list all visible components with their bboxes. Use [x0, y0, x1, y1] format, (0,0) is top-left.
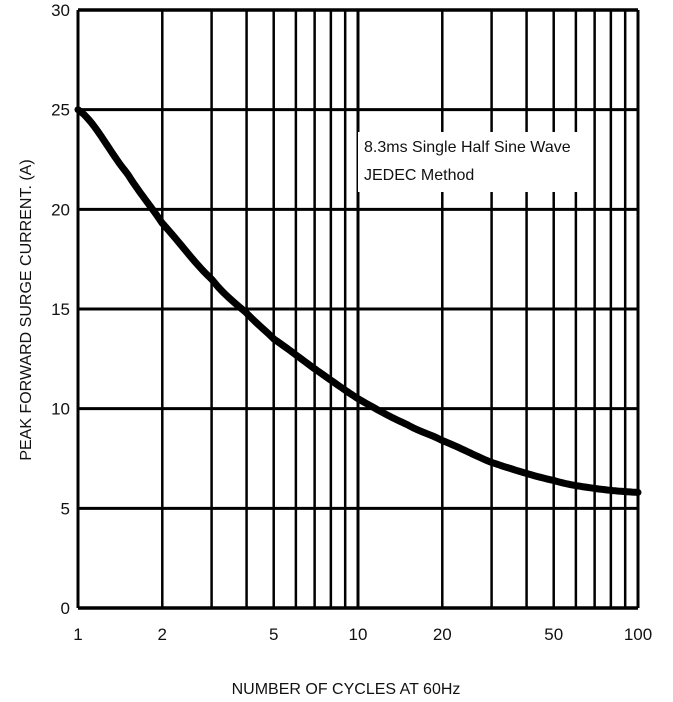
y-axis-title: PEAK FORWARD SURGE CURRENT. (A)	[18, 159, 35, 460]
y-tick-label: 25	[51, 101, 70, 120]
x-tick-label: 5	[269, 625, 278, 644]
annotation-line-1: 8.3ms Single Half Sine Wave	[364, 139, 571, 156]
x-tick-label: 50	[544, 625, 563, 644]
y-tick-label: 15	[51, 300, 70, 319]
y-tick-label: 0	[61, 599, 70, 618]
y-tick-label: 10	[51, 400, 70, 419]
annotation-background	[358, 132, 578, 192]
x-tick-label: 20	[433, 625, 452, 644]
grid	[76, 8, 640, 610]
annotation-box: 8.3ms Single Half Sine Wave JEDEC Method	[358, 132, 578, 192]
y-tick-label: 5	[61, 499, 70, 518]
x-axis-title: NUMBER OF CYCLES AT 60Hz	[232, 681, 461, 698]
x-tick-label: 100	[624, 625, 652, 644]
annotation-line-2: JEDEC Method	[364, 167, 474, 184]
y-tick-label: 30	[51, 1, 70, 20]
x-tick-label: 10	[349, 625, 368, 644]
x-tick-label: 2	[158, 625, 167, 644]
surge-current-curve	[74, 106, 642, 496]
y-tick-label: 20	[51, 200, 70, 219]
series-group	[74, 106, 642, 496]
x-tick-label: 1	[73, 625, 82, 644]
